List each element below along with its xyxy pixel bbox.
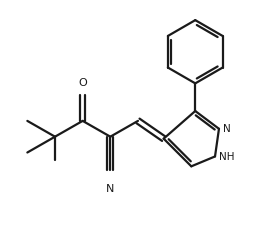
Text: N: N — [223, 123, 231, 133]
Text: O: O — [78, 78, 87, 88]
Text: N: N — [106, 183, 115, 193]
Text: NH: NH — [219, 152, 234, 162]
